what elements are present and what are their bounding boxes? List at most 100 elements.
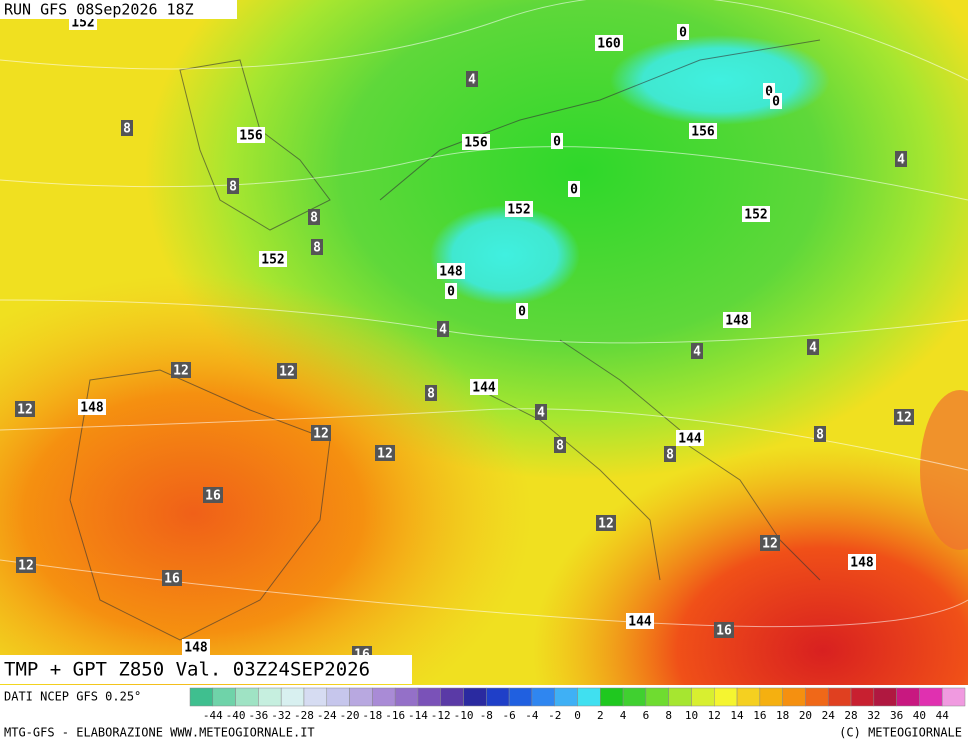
legend-label: 32: [867, 709, 880, 722]
tmp-label-box: [16, 557, 36, 573]
legend-label: 6: [643, 709, 650, 722]
legend-label: 4: [620, 709, 627, 722]
tmp-label: 12: [896, 411, 912, 426]
tmp-label: 12: [279, 365, 295, 380]
legend-swatch: [417, 687, 441, 707]
tmp-label-box: [375, 445, 395, 461]
zero-label-box: [551, 133, 563, 149]
legend-label: -24: [317, 709, 337, 722]
tmp-label-box: [554, 437, 566, 453]
tmp-label-box: [203, 487, 223, 503]
tmp-label: 12: [313, 427, 329, 442]
gpt-label-box: [237, 127, 265, 143]
legend-label: 12: [708, 709, 721, 722]
tmp-label: 4: [537, 406, 545, 421]
legend-label: 20: [799, 709, 812, 722]
gpt-label-box: [723, 312, 751, 328]
zero-label: 0: [553, 135, 561, 150]
legend-label: 44: [936, 709, 950, 722]
legend-swatch: [577, 687, 601, 707]
legend-swatch: [622, 687, 647, 707]
legend-label: -12: [431, 709, 451, 722]
zero-label: 0: [447, 285, 455, 300]
tmp-label: 8: [123, 122, 131, 137]
map-title: TMP + GPT Z850 Val. 03Z24SEP2026: [4, 659, 370, 681]
gpt-label: 152: [507, 203, 530, 218]
gpt-label-box: [505, 201, 533, 217]
gpt-label: 144: [472, 381, 496, 396]
tmp-label: 16: [205, 489, 221, 504]
tmp-label: 4: [809, 341, 817, 356]
legend-label: -28: [294, 709, 314, 722]
tmp-label-box: [308, 209, 320, 225]
legend-label: -18: [362, 709, 382, 722]
legend-label: -4: [525, 709, 539, 722]
legend-swatch: [759, 687, 783, 707]
tmp-label-box: [121, 120, 133, 136]
zero-label-box: [568, 181, 580, 197]
zero-label-box: [770, 93, 782, 109]
gpt-label-box: [182, 639, 210, 655]
legend-swatch: [463, 687, 487, 707]
tmp-label: 4: [693, 345, 701, 360]
zero-label-box: [677, 24, 689, 40]
legend-swatch: [782, 687, 806, 707]
legend-swatch: [736, 687, 761, 707]
legend-swatch: [508, 687, 533, 707]
legend-swatch: [280, 687, 305, 707]
legend-swatch: [873, 687, 897, 707]
legend-swatch: [919, 687, 943, 707]
tmp-label-box: [894, 409, 914, 425]
tmp-label-box: [171, 362, 191, 378]
gpt-label: 144: [628, 615, 652, 630]
legend-swatch: [349, 687, 373, 707]
gpt-label-box: [595, 35, 623, 51]
legend-label: -20: [340, 709, 360, 722]
tmp-label: 12: [762, 537, 778, 552]
copyright: (C) METEOGIORNALE: [839, 726, 962, 740]
coastlines: [69, 39, 821, 641]
cold-pocket: [430, 205, 580, 305]
tmp-label: 8: [313, 241, 321, 256]
legend-label: 14: [730, 709, 744, 722]
legend-label: -10: [454, 709, 474, 722]
legend-swatch: [827, 687, 852, 707]
gpt-label: 148: [850, 556, 874, 571]
gpt-label: 148: [725, 314, 749, 329]
gpt-label: 160: [597, 37, 621, 52]
legend-label: -2: [548, 709, 561, 722]
tmp-label-box: [895, 151, 907, 167]
gpt-label: 156: [691, 125, 715, 140]
zero-label-box: [445, 283, 457, 299]
tmp-label: 12: [18, 559, 34, 574]
gpt-label: 148: [439, 265, 463, 280]
legend-label: -40: [226, 709, 246, 722]
tmp-label-box: [807, 339, 819, 355]
legend-label: -44: [203, 709, 223, 722]
tmp-label-box: [277, 363, 297, 379]
gpt-label: 156: [239, 129, 263, 144]
tmp-label: 12: [17, 403, 33, 418]
legend-swatch: [554, 687, 578, 707]
gpt-label: 148: [80, 401, 104, 416]
tmp-label-box: [425, 385, 437, 401]
legend-label: -32: [271, 709, 291, 722]
gpt-label: 156: [464, 136, 488, 151]
gpt-label: 144: [678, 432, 702, 447]
legend-label: 24: [822, 709, 836, 722]
legend-swatch: [235, 687, 259, 707]
legend-swatch: [326, 687, 350, 707]
tmp-label-box: [664, 446, 676, 462]
run-header: RUN GFS 08Sep2026 18Z: [4, 1, 194, 19]
legend-swatch: [440, 687, 464, 707]
gpt-label-box: [676, 430, 704, 446]
legend-swatch: [372, 687, 396, 707]
legend-label: -14: [408, 709, 428, 722]
legend-swatch: [645, 687, 669, 707]
tmp-label-box: [760, 535, 780, 551]
zero-label-box: [516, 303, 528, 319]
gpt-label-box: [437, 263, 465, 279]
